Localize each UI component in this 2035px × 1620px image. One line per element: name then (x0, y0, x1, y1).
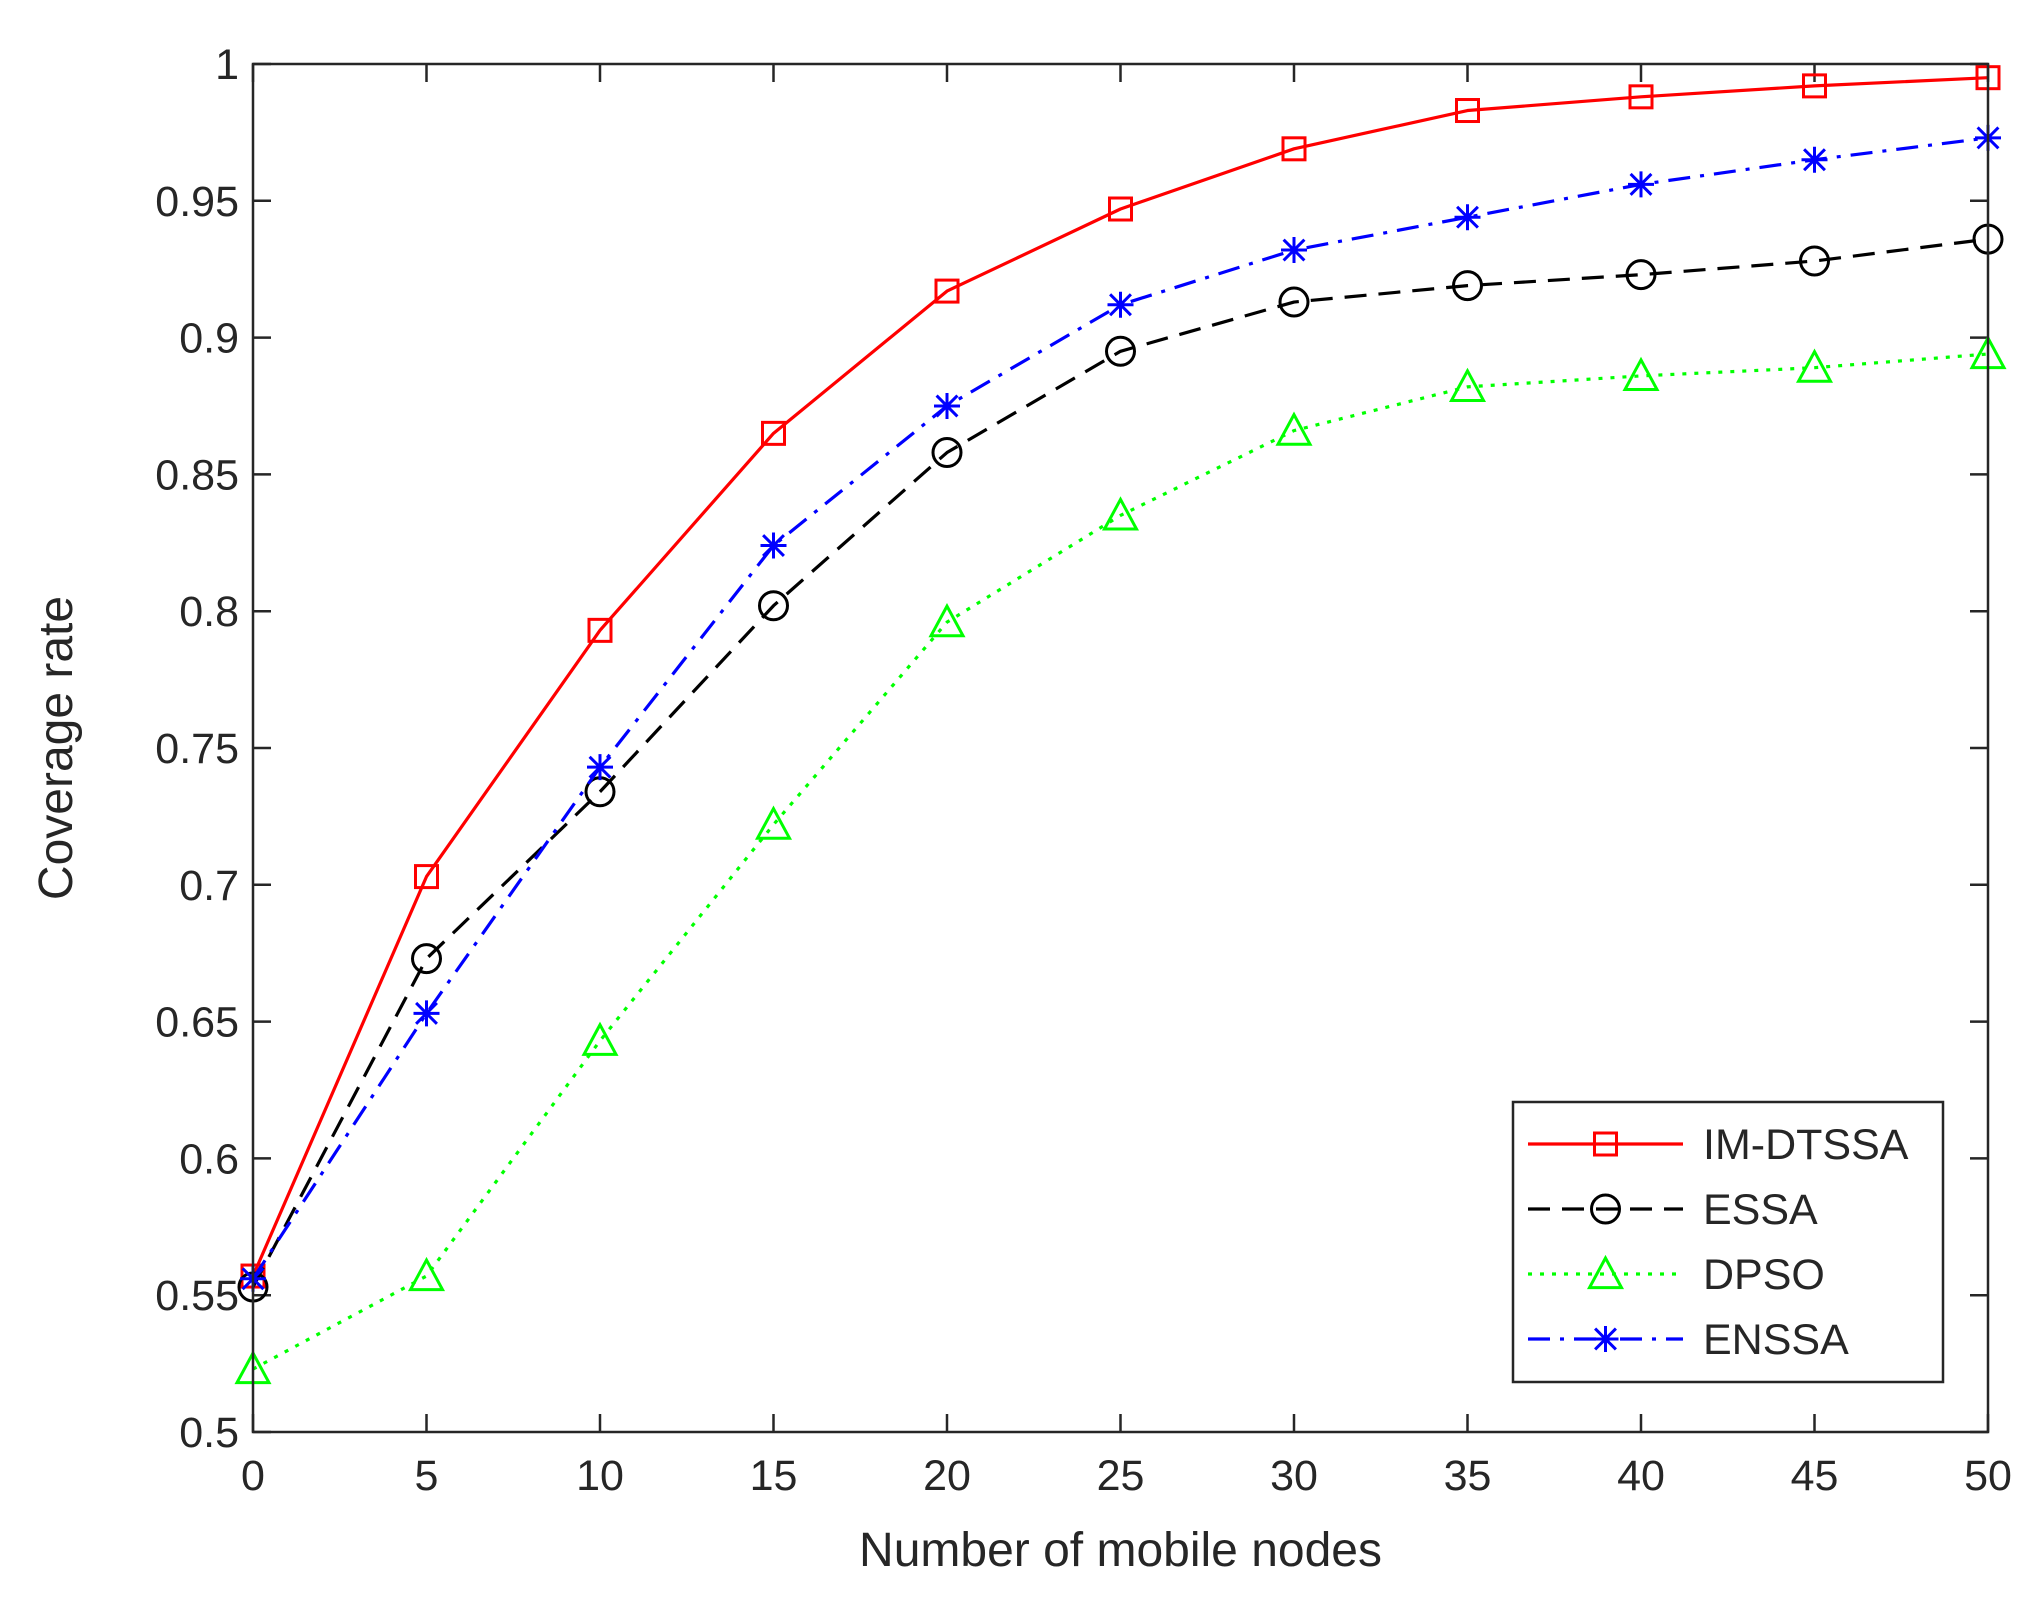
series-dpso (234, 334, 2007, 1385)
legend-label: ENSSA (1703, 1316, 1849, 1364)
data-point-dpso (1795, 348, 1834, 383)
data-point-dpso (1101, 496, 1140, 531)
data-point-essa (1105, 335, 1136, 367)
series-line-dpso (252, 352, 1989, 1371)
data-point-essa (411, 943, 442, 975)
data-point-dpso (581, 1021, 619, 1056)
y-tick-label: 0.55 (155, 1272, 239, 1320)
data-point-enssa (1801, 146, 1828, 173)
data-point-dpso (407, 1256, 446, 1292)
data-point-im-dtssa (414, 864, 439, 890)
x-tick-label: 50 (1964, 1452, 2012, 1500)
x-tick-label: 10 (576, 1452, 624, 1500)
data-point-dpso (1622, 356, 1660, 392)
x-axis-title: Number of mobile nodes (859, 1524, 1382, 1577)
y-tick-label: 0.6 (179, 1135, 239, 1183)
y-tick-label: 0.5 (179, 1409, 239, 1457)
x-tick-label: 20 (923, 1452, 971, 1500)
data-point-im-dtssa (1108, 196, 1133, 222)
x-tick-label: 15 (750, 1452, 798, 1500)
data-point-essa (1452, 270, 1483, 302)
y-tick-label: 0.95 (155, 178, 239, 226)
data-point-enssa (1628, 171, 1654, 198)
x-tick-label: 45 (1791, 1452, 1839, 1500)
series-group (234, 65, 2007, 1385)
data-point-enssa (587, 754, 613, 781)
legend-marker (1592, 1326, 1619, 1352)
data-point-enssa (1454, 204, 1481, 231)
data-point-im-dtssa (1281, 136, 1307, 162)
data-point-enssa (1281, 237, 1307, 264)
data-point-dpso (928, 602, 966, 638)
legend-label: DPSO (1703, 1251, 1825, 1299)
y-tick-label: 0.8 (179, 588, 239, 636)
data-point-im-dtssa (934, 278, 960, 304)
data-point-im-dtssa (587, 617, 613, 643)
y-tick-label: 0.85 (155, 451, 239, 499)
series-line-im-dtssa (251, 76, 1989, 1277)
data-point-essa (931, 437, 963, 469)
y-tick-label: 1 (215, 41, 239, 89)
legend-label: IM-DTSSA (1703, 1121, 1909, 1169)
x-tick-label: 25 (1097, 1452, 1145, 1500)
y-tick-label: 0.65 (155, 999, 239, 1047)
data-point-enssa (413, 1000, 440, 1027)
data-point-enssa (934, 393, 960, 419)
legend-marker (1593, 1131, 1618, 1157)
x-tick-label: 0 (241, 1452, 265, 1500)
data-point-dpso (1275, 411, 1313, 446)
y-tick-label: 0.75 (155, 725, 239, 773)
x-tick-label: 40 (1617, 1452, 1665, 1500)
axis-ticks: 0 5 10 15 20 25 30 35 40 45 50 0.5 0.55 0.6 0.65 0.7 0.7… (155, 41, 2012, 1500)
data-point-im-dtssa (1455, 98, 1480, 124)
data-point-enssa (760, 532, 787, 559)
plot-frame (251, 62, 1990, 1434)
legend-label: ESSA (1703, 1186, 1818, 1234)
x-tick-label: 30 (1270, 1452, 1318, 1500)
data-point-dpso (1448, 367, 1487, 402)
legend-box (1511, 1100, 1945, 1384)
data-point-essa (1799, 245, 1830, 277)
data-point-essa (1278, 286, 1310, 318)
series-im-dtssa (240, 65, 2001, 1289)
y-tick-label: 0.9 (179, 315, 239, 363)
data-point-im-dtssa (761, 420, 786, 446)
data-point-im-dtssa (1802, 73, 1827, 99)
data-point-essa (758, 590, 789, 622)
data-point-dpso (754, 805, 793, 840)
legend-marker (1590, 1193, 1621, 1225)
y-axis-title: Coverage rate (30, 596, 83, 900)
data-point-im-dtssa (1628, 84, 1654, 110)
y-tick-label: 0.7 (179, 862, 239, 910)
x-tick-label: 5 (415, 1452, 439, 1500)
data-point-essa (1625, 259, 1657, 291)
x-tick-label: 35 (1444, 1452, 1492, 1500)
legend: IM-DTSSA ESSA DPSO ENSSA (1511, 1100, 1945, 1384)
legend-marker (1586, 1254, 1625, 1290)
data-point-enssa (1107, 291, 1134, 318)
